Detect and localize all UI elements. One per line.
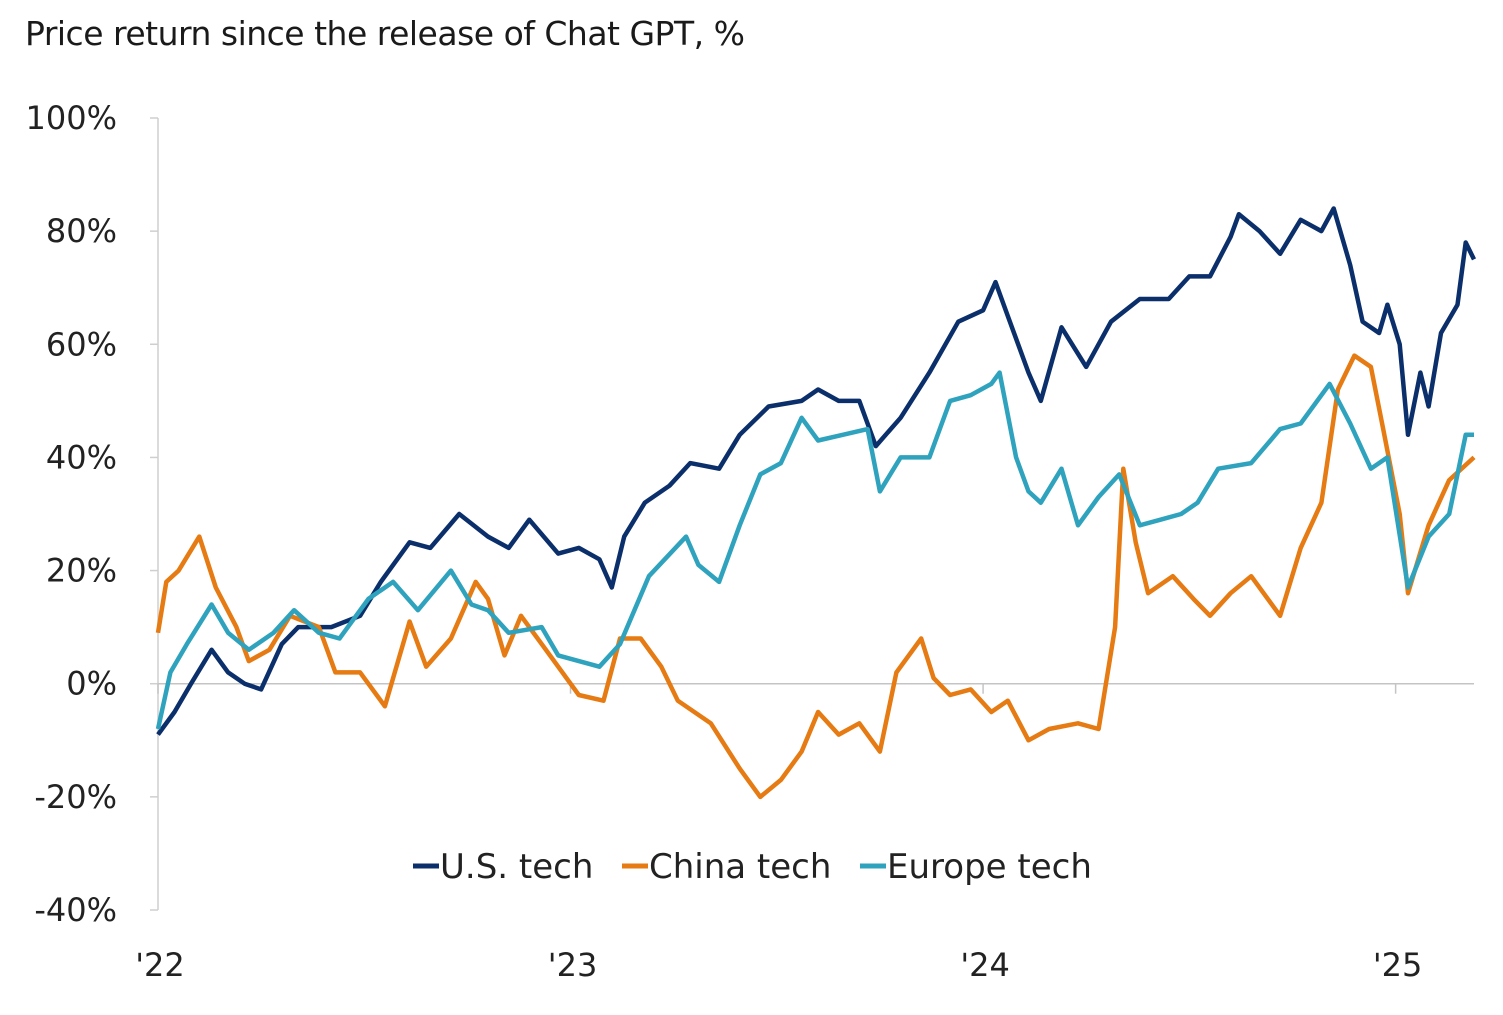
x-tick-label: '22	[135, 946, 185, 984]
series-line-china-tech	[155, 353, 1476, 800]
chart-title: Price return since the release of Chat G…	[25, 14, 745, 53]
y-tick-label: 0%	[66, 665, 117, 703]
y-tick-label: 40%	[46, 438, 117, 476]
x-tick-label: '24	[960, 946, 1010, 984]
series-line-europe-tech	[155, 370, 1474, 730]
y-tick-label: 60%	[46, 325, 117, 363]
legend-label: U.S. tech	[440, 847, 593, 887]
legend-label: Europe tech	[887, 847, 1092, 887]
y-tick-label: 100%	[26, 99, 117, 137]
y-tick-label: -40%	[34, 891, 117, 929]
x-tick-label: '23	[548, 946, 598, 984]
legend-label: China tech	[649, 847, 831, 887]
x-tick-label: '25	[1373, 946, 1423, 984]
y-tick-label: 80%	[46, 212, 117, 250]
y-tick-label: 20%	[46, 552, 117, 590]
y-tick-label: -20%	[34, 778, 117, 816]
series-line-u-s-tech	[156, 206, 1477, 736]
